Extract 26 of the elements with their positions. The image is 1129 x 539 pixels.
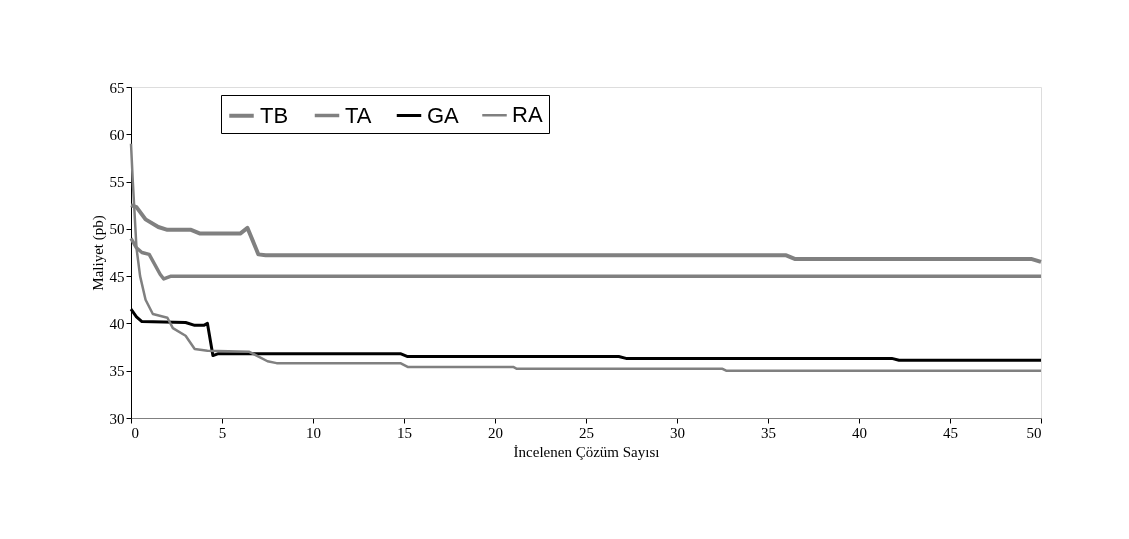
legend-label: TA: [345, 102, 372, 128]
x-tick-label: 45: [943, 424, 958, 441]
x-tick-label: 35: [761, 424, 776, 441]
y-tick-label: 45: [109, 268, 125, 285]
legend-label: GA: [427, 102, 460, 128]
y-tick-label: 50: [109, 221, 125, 238]
legend-label: TB: [260, 102, 289, 128]
x-tick-label: 15: [397, 424, 412, 441]
x-tick-label: 30: [670, 424, 685, 441]
x-tick-label: 0: [131, 424, 139, 441]
y-tick-label: 40: [109, 315, 125, 332]
y-tick-label: 30: [109, 410, 125, 427]
x-tick-label: 20: [488, 424, 503, 441]
x-tick-label: 50: [1026, 424, 1042, 441]
x-tick-label: 40: [852, 424, 867, 441]
legend-label: RA: [512, 102, 543, 128]
y-tick-label: 65: [109, 79, 125, 96]
x-tick-label: 25: [579, 424, 594, 441]
y-tick-label: 35: [109, 363, 125, 380]
line-series: [129, 142, 1043, 372]
y-tick-label: 60: [109, 126, 125, 143]
y-axis-title: Maliyet (pb): [89, 215, 107, 291]
x-tick-label: 10: [306, 424, 321, 441]
x-axis-title: İncelenen Çözüm Sayısı: [513, 443, 660, 460]
y-tick-label: 55: [109, 174, 125, 191]
x-tick-label: 5: [218, 424, 227, 441]
